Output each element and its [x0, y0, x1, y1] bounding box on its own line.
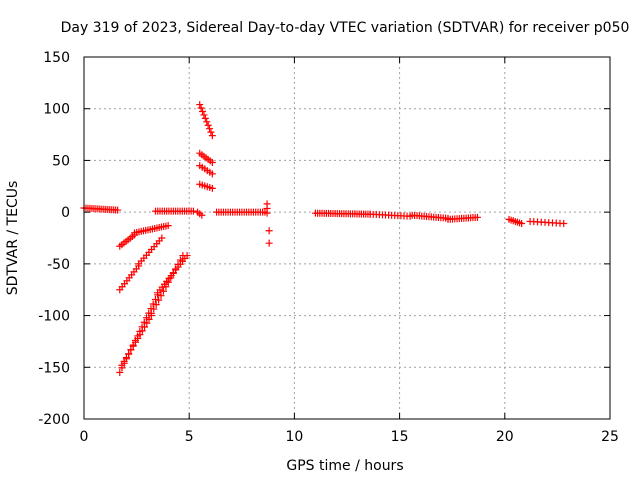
data-point	[136, 331, 144, 339]
axis-ticks	[83, 56, 611, 420]
y-tick-label: -50	[47, 257, 70, 273]
data-point	[138, 327, 146, 335]
data-point	[167, 274, 175, 282]
data-point	[152, 301, 160, 309]
data-point	[200, 111, 208, 119]
data-point	[208, 132, 216, 140]
data-point	[118, 361, 126, 369]
x-tick-label: 20	[496, 429, 514, 445]
plot-frame	[83, 56, 611, 420]
y-tick-label: 100	[43, 102, 70, 118]
y-axis-title: SDTVAR / TECUs	[5, 181, 21, 296]
data-point	[134, 334, 142, 342]
data-point	[197, 104, 205, 112]
x-tick-label: 10	[285, 429, 303, 445]
data-point	[208, 158, 216, 166]
data-point	[122, 354, 130, 362]
data-point	[114, 206, 122, 214]
data-point	[206, 125, 214, 133]
x-axis-title: GPS time / hours	[286, 458, 403, 474]
data-point	[208, 184, 216, 192]
data-point	[208, 170, 216, 178]
data-point	[265, 239, 273, 247]
x-tick-label: 5	[185, 429, 194, 445]
data-point	[518, 220, 526, 228]
data-points	[80, 101, 568, 376]
x-tick-label: 25	[601, 429, 619, 445]
data-point	[174, 260, 182, 268]
x-tick-label: 0	[80, 429, 89, 445]
data-point	[203, 118, 211, 126]
data-point	[141, 323, 149, 331]
data-point	[131, 338, 139, 346]
data-point	[145, 315, 153, 323]
data-point	[151, 295, 159, 303]
data-point	[196, 101, 204, 109]
data-point	[560, 220, 568, 228]
data-point	[198, 211, 206, 219]
data-point	[207, 128, 215, 136]
data-point	[127, 346, 135, 354]
data-point	[176, 256, 184, 264]
x-tick-labels: 0 5 10 15 20 25	[80, 429, 619, 445]
y-tick-labels: -200 -150 -100 -50 0 50 100 150	[38, 50, 70, 428]
grid-lines	[84, 57, 610, 419]
data-point	[189, 207, 197, 215]
data-point	[172, 265, 180, 273]
data-point	[157, 292, 165, 300]
data-point	[164, 222, 172, 230]
data-point	[204, 121, 212, 129]
data-point	[155, 296, 163, 304]
data-point	[158, 234, 166, 242]
data-point	[199, 107, 207, 115]
data-point	[179, 252, 187, 260]
y-tick-label: 150	[43, 50, 70, 66]
data-point	[116, 368, 124, 376]
data-point	[159, 287, 167, 295]
x-tick-label: 15	[391, 429, 409, 445]
y-tick-label: 0	[61, 205, 70, 221]
data-point	[147, 310, 155, 318]
data-point	[263, 209, 271, 217]
data-point	[125, 350, 133, 358]
y-tick-label: -200	[38, 412, 70, 428]
data-point	[201, 114, 209, 122]
y-tick-label: -100	[38, 309, 70, 325]
data-point	[169, 269, 177, 277]
data-point	[162, 283, 170, 291]
y-tick-label: -150	[38, 360, 70, 376]
data-point	[164, 278, 172, 286]
data-point	[120, 357, 128, 365]
data-point	[150, 305, 158, 313]
data-point	[143, 319, 151, 327]
y-tick-label: 50	[52, 153, 70, 169]
chart-title: Day 319 of 2023, Sidereal Day-to-day VTE…	[61, 20, 630, 36]
data-point	[129, 342, 137, 350]
data-point	[265, 227, 273, 235]
data-point	[473, 213, 481, 221]
